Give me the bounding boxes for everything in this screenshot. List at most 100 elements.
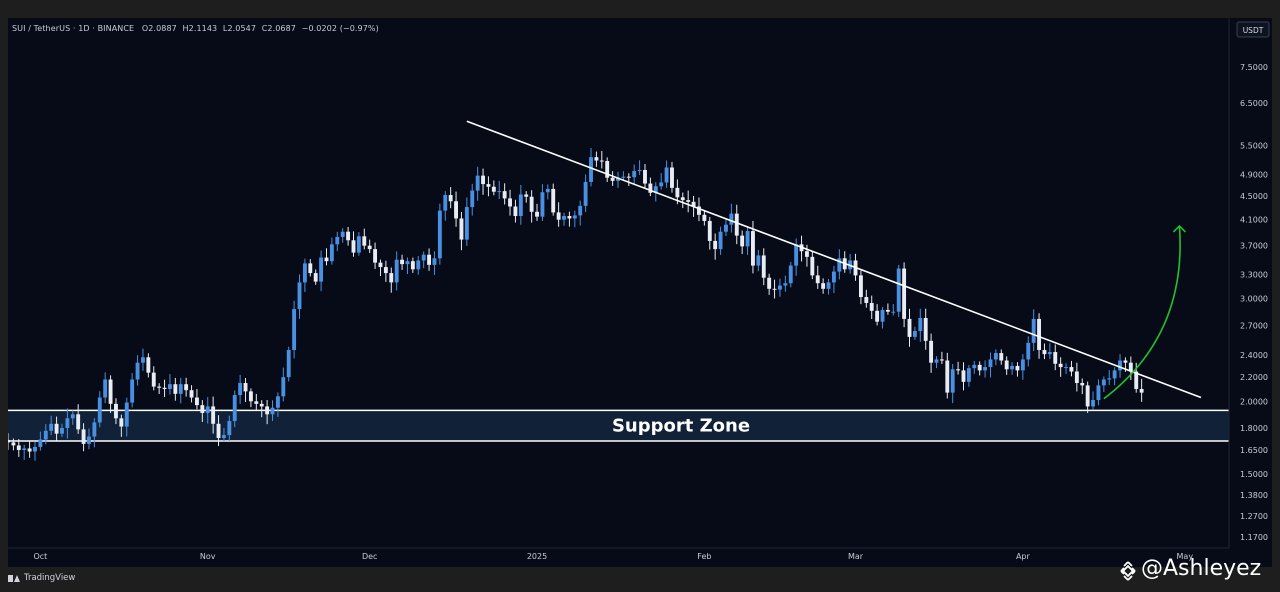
candle-body [923,318,928,341]
legend-close-label: C [261,24,268,33]
price-tick-label: 3.0000 [1240,295,1268,304]
candle-body [11,442,16,446]
candle-body [745,231,750,247]
candle-body [869,302,874,311]
candle-body [513,206,518,217]
candle-body [562,216,566,220]
candle-body [837,258,842,272]
candle-body [956,369,961,371]
price-tick-label: 4.9000 [1240,171,1268,180]
candle-body [184,384,189,391]
candle-body [616,177,620,181]
candle-body [999,353,1004,361]
candle-body [1074,371,1079,384]
candle-body [578,205,583,216]
candle-body [168,384,172,389]
candle-body [983,367,988,371]
candle-body [351,240,356,253]
currency-badge-label: USDT [1243,26,1264,35]
candle-body [1107,378,1112,380]
candle-body [119,418,124,427]
candle-body [491,186,496,192]
candle-body [659,182,664,187]
candle-body [81,429,86,444]
candle-body [702,214,707,221]
candle-body [502,191,507,199]
candle-body [1042,349,1047,355]
candle-body [1020,359,1025,371]
candle-body [87,436,91,444]
candle-body [788,265,793,284]
candle-body [1064,367,1068,369]
candle-body [988,359,993,368]
candle-body [211,406,216,424]
candle-body [108,379,113,404]
price-tick-label: 1.3800 [1240,491,1268,500]
candle-body [826,282,831,289]
candle-body [76,414,81,430]
candle-body [535,211,539,217]
candle-body [275,396,280,408]
price-tick-label: 1.2700 [1240,512,1268,521]
currency-badge [1236,21,1270,38]
tradingview-icon [8,574,20,583]
candle-body [92,422,97,437]
candle-body [929,340,934,363]
candle-body [281,377,286,397]
candle-body [767,277,772,289]
candle-body [389,273,394,283]
candle-body [319,257,324,282]
candle-body [178,384,183,394]
candle-body [232,395,237,422]
candle-body [972,364,977,369]
candle-body [373,249,378,263]
candle-body [432,258,437,265]
candle-body [675,187,680,198]
candle-body [356,236,361,253]
candle-body [751,231,755,266]
candle-body [1091,400,1095,407]
candle-body [1026,342,1031,360]
candle-body [205,406,210,413]
time-axis[interactable]: Oct Nov Dec 2025 Feb Mar Apr May [8,547,1229,561]
price-chart[interactable]: Support Zone 2.0687 1.17001.27001.38001.… [8,18,1272,567]
candle-body [292,309,297,350]
price-axis[interactable]: 1.1700 1.2700 1.3800 1.5000 1.6500 1.8000 2.00… [1228,18,1272,567]
legend-change: −0.0202 (−0.97%) [301,24,379,33]
candle-body [643,170,647,184]
candle-body [772,288,777,290]
candle-body [141,357,145,363]
candle-body [1047,352,1052,355]
candle-body [880,309,885,322]
candle-body [734,213,739,236]
candle-body [912,331,917,337]
tradingview-logo[interactable]: TradingView [8,573,75,583]
candle-body [1118,360,1122,371]
candle-body [686,200,691,202]
support-zone-label: Support Zone [612,416,750,437]
candle-body [1053,352,1058,364]
candle-body [238,383,243,396]
candle-body [907,318,912,337]
candle-body [405,261,410,265]
downtrend-line [466,120,1202,399]
candle-body [33,446,37,452]
price-tick-label: 1.5000 [1240,470,1268,479]
candle-body [97,397,102,423]
candle-body [335,236,340,245]
chart-frame: Support Zone 2.0687 1.17001.27001.38001.… [8,18,1272,567]
candle-body [297,282,302,310]
candle-body [313,273,318,282]
candle-body [610,177,615,181]
time-tick-label: Oct [33,552,47,561]
candle-body [902,268,907,319]
legend-open-label: O [141,24,149,33]
candle-body [961,370,966,382]
candle-body [1112,370,1117,379]
candle-body [756,255,761,266]
candle-body [950,369,955,393]
candle-body [367,245,372,250]
candle-body [259,403,264,407]
candle-body [875,310,880,322]
candle-body [16,445,21,450]
